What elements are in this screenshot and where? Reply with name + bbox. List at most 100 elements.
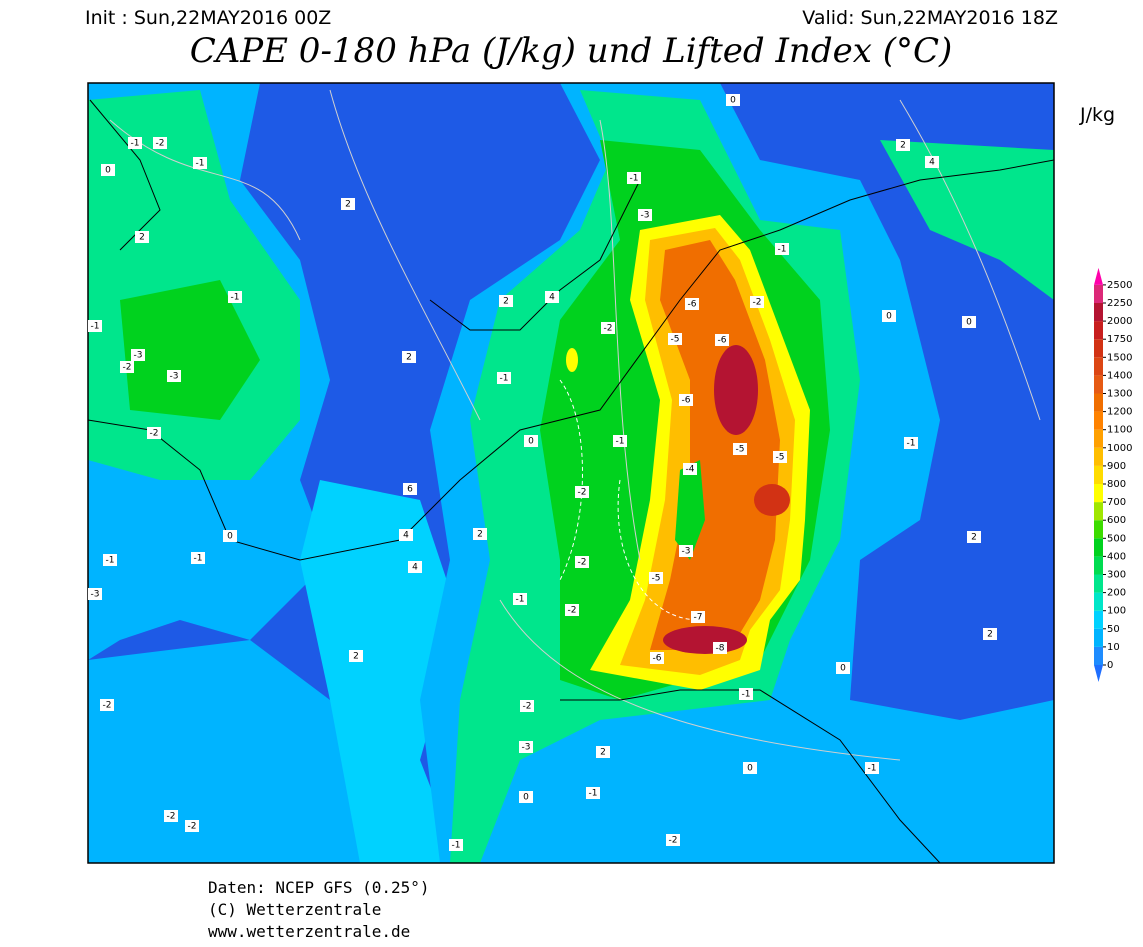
label-box <box>575 556 589 568</box>
label-box <box>147 427 161 439</box>
colorbar-segment <box>1094 411 1103 430</box>
label-text: 0 <box>730 96 736 106</box>
cape-field <box>88 640 400 863</box>
label-text: 2 <box>345 200 351 210</box>
label-box <box>650 652 664 664</box>
contour-label: -2 <box>153 137 167 149</box>
contour-label: -6 <box>650 652 664 664</box>
label-box <box>743 762 757 774</box>
valid-time: Valid: Sun,22MAY2016 18Z <box>802 7 1058 29</box>
contour-label: -2 <box>147 427 161 439</box>
colorbar-segment <box>1094 357 1103 376</box>
colorbar-segment <box>1094 465 1103 484</box>
contour-label: -3 <box>519 741 533 753</box>
label-text: -1 <box>231 293 240 303</box>
contour-label: -3 <box>638 209 652 221</box>
label-text: 2 <box>139 233 145 243</box>
footer-line: www.wetterzentrale.de <box>208 922 410 941</box>
label-box <box>713 642 727 654</box>
contour-label: -1 <box>865 762 879 774</box>
label-box <box>100 699 114 711</box>
contour-label: -2 <box>575 556 589 568</box>
colorbar-segment <box>1094 339 1103 358</box>
contour-label: -6 <box>685 298 699 310</box>
init-time: Init : Sun,22MAY2016 00Z <box>85 7 331 29</box>
label-text: -2 <box>568 606 577 616</box>
contour-label: -5 <box>733 443 747 455</box>
colorbar-label: 0 <box>1107 660 1113 671</box>
contour-label: -1 <box>193 157 207 169</box>
label-box <box>565 604 579 616</box>
label-text: -5 <box>671 335 680 345</box>
label-text: -2 <box>753 298 762 308</box>
contour-label: -5 <box>668 333 682 345</box>
label-text: -2 <box>578 488 587 498</box>
contour-label: -6 <box>679 394 693 406</box>
label-text: -6 <box>653 654 662 664</box>
label-text: 2 <box>600 748 606 758</box>
label-box <box>88 320 102 332</box>
label-box <box>167 370 181 382</box>
colorbar-label: 800 <box>1107 479 1126 490</box>
label-box <box>520 700 534 712</box>
contour-label: -2 <box>164 810 178 822</box>
colorbar-segment <box>1094 610 1103 629</box>
label-text: 0 <box>747 764 753 774</box>
contour-label: 0 <box>519 791 533 803</box>
contour-label: -2 <box>565 604 579 616</box>
contour-label: -4 <box>683 463 697 475</box>
label-text: 0 <box>966 318 972 328</box>
label-text: 0 <box>840 664 846 674</box>
colorbar-segment <box>1094 646 1103 665</box>
label-box <box>519 791 533 803</box>
colorbar-label: 200 <box>1107 588 1126 599</box>
label-text: -1 <box>500 374 509 384</box>
label-box <box>135 231 149 243</box>
colorbar-segment <box>1094 538 1103 557</box>
label-text: -7 <box>694 613 703 623</box>
label-box <box>473 528 487 540</box>
colorbar: 0 10 50 100 200 300 400 500 600 700 800 900 1000 1100… <box>1094 267 1132 682</box>
label-box <box>715 334 729 346</box>
contour-label: -2 <box>750 296 764 308</box>
label-box <box>925 156 939 168</box>
contour-label: -1 <box>449 839 463 851</box>
label-box <box>733 443 747 455</box>
contour-label: 6 <box>403 483 417 495</box>
contour-label: -2 <box>185 820 199 832</box>
colorbar-segment <box>1094 520 1103 539</box>
colorbar-label: 1100 <box>1107 425 1132 436</box>
label-text: 2 <box>477 530 483 540</box>
contour-label: -1 <box>586 787 600 799</box>
label-text: 4 <box>403 531 409 541</box>
label-text: -2 <box>523 702 532 712</box>
contour-label: -2 <box>666 834 680 846</box>
colorbar-segment <box>1094 429 1103 448</box>
contour-label: -2 <box>520 700 534 712</box>
colorbar-label: 1300 <box>1107 389 1132 400</box>
label-text: -1 <box>452 841 461 851</box>
map-title: CAPE 0-180 hPa (J/kg) und Lifted Index (… <box>190 31 953 71</box>
colorbar-segment <box>1094 484 1103 503</box>
colorbar-segment <box>1094 284 1103 303</box>
contour-label: -2 <box>575 486 589 498</box>
label-box <box>497 372 511 384</box>
contour-label: 2 <box>341 198 355 210</box>
label-box <box>836 662 850 674</box>
label-text: -3 <box>522 743 531 753</box>
label-box <box>967 531 981 543</box>
label-text: 4 <box>549 293 555 303</box>
colorbar-label: 2250 <box>1107 298 1132 309</box>
colorbar-label: 1000 <box>1107 443 1132 454</box>
label-box <box>193 157 207 169</box>
contour-label: -3 <box>679 545 693 557</box>
cape-field <box>300 480 460 863</box>
map-area <box>88 83 1054 863</box>
label-box <box>519 741 533 753</box>
contour-label: -2 <box>100 699 114 711</box>
contour-label: -1 <box>128 137 142 149</box>
label-text: -2 <box>150 429 159 439</box>
cape-field <box>675 460 705 560</box>
label-text: -1 <box>630 174 639 184</box>
